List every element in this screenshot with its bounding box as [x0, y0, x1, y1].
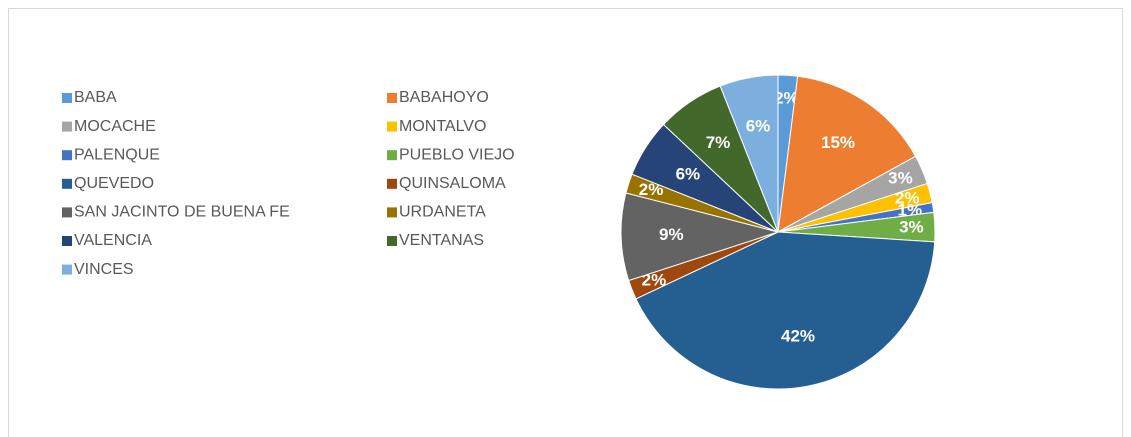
slice-label: 42%: [781, 326, 815, 345]
legend-label: URDANETA: [399, 204, 486, 221]
legend-label: PUEBLO VIEJO: [399, 146, 515, 163]
pie-slice: [635, 231, 936, 390]
legend-swatch: [62, 178, 72, 189]
legend-label: BABA: [74, 89, 117, 106]
pie-slice: [620, 192, 780, 282]
legend-swatch: [62, 207, 72, 218]
legend-label: BABAHOYO: [399, 89, 489, 106]
legend-label: SAN JACINTO DE BUENA FE: [74, 204, 290, 221]
legend-label: VINCES: [74, 261, 134, 278]
slice-label: 6%: [746, 117, 771, 136]
legend-swatch: [62, 121, 72, 132]
slice-label: 2%: [895, 188, 920, 207]
legend-label: QUINSALOMA: [399, 175, 506, 192]
legend-label: MOCACHE: [74, 118, 156, 135]
legend-swatch: [387, 207, 397, 218]
pie-slice: [777, 75, 917, 233]
legend-swatch: [387, 150, 397, 161]
legend-label: PALENQUE: [74, 146, 160, 163]
legend-swatch: [62, 264, 72, 275]
legend-swatch: [62, 93, 72, 103]
legend-swatch: [62, 150, 72, 161]
legend-swatch: [62, 236, 72, 246]
slice-label: 3%: [888, 168, 913, 187]
chart-border: [8, 8, 1123, 437]
pie-slice: [719, 74, 779, 233]
legend-swatch: [387, 93, 397, 103]
legend-label: VENTANAS: [399, 232, 484, 249]
legend-swatch: [387, 236, 397, 246]
legend-label: VALENCIA: [74, 232, 152, 249]
legend-swatch: [387, 121, 397, 132]
legend-label: QUEVEDO: [74, 175, 154, 192]
legend-swatch: [387, 178, 397, 189]
slice-label: 2%: [774, 88, 799, 107]
legend-label: MONTALVO: [399, 118, 486, 135]
slice-label: 3%: [899, 217, 924, 236]
slice-label: 2%: [639, 180, 664, 199]
slice-label: 2%: [642, 271, 667, 290]
slice-label: 6%: [676, 164, 701, 183]
slice-label: 7%: [706, 133, 731, 152]
slice-label: 9%: [659, 225, 684, 244]
slice-label: 15%: [821, 133, 855, 152]
